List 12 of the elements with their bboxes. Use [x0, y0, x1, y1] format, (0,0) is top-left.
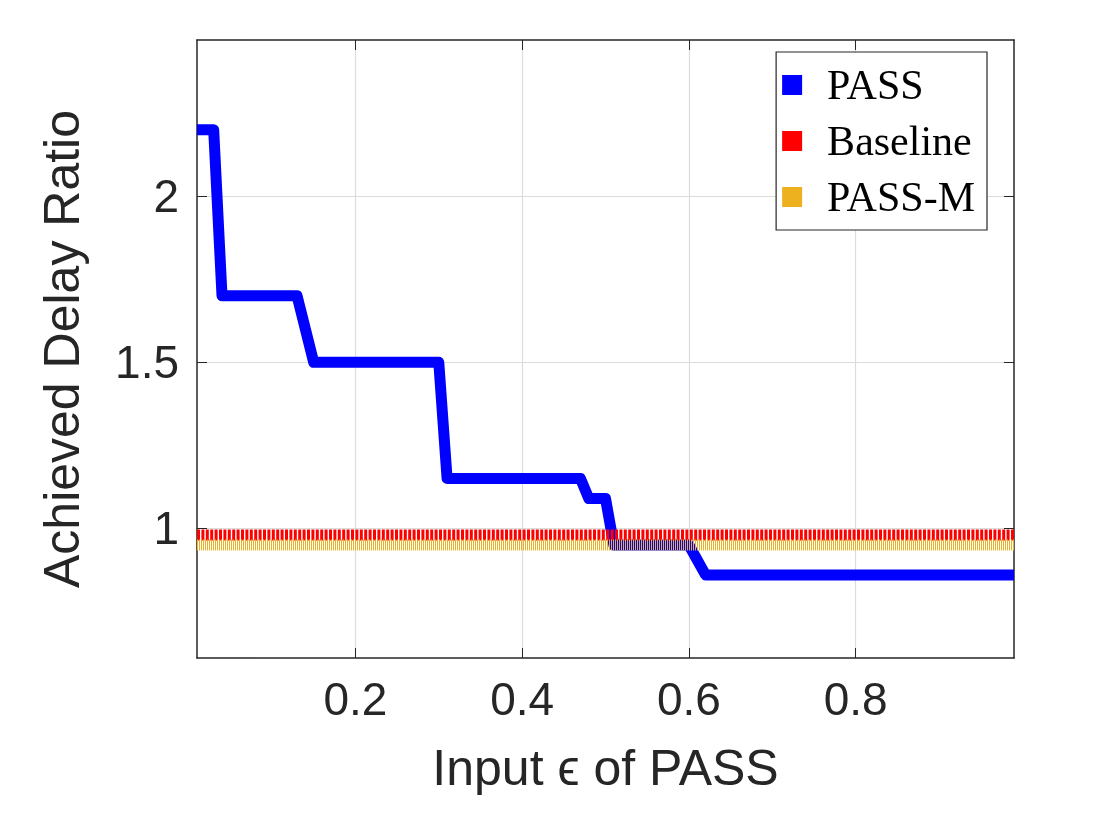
y-tick-label: 1 — [153, 502, 179, 555]
legend-label: PASS — [827, 62, 924, 108]
x-tick-label: 0.4 — [490, 673, 555, 725]
y-tick-label: 1.5 — [115, 336, 179, 389]
x-axis-title: Input ϵ of PASS — [432, 740, 779, 796]
legend-label: Baseline — [827, 118, 972, 164]
x-tick-label: 0.8 — [823, 673, 888, 725]
x-tick-label: 0.6 — [656, 673, 721, 725]
y-tick-label: 2 — [153, 170, 179, 223]
x-tick-label: 0.2 — [323, 673, 388, 725]
y-axis-title: Achieved Delay Ratio — [34, 109, 90, 589]
legend-label: PASS-M — [827, 174, 976, 220]
